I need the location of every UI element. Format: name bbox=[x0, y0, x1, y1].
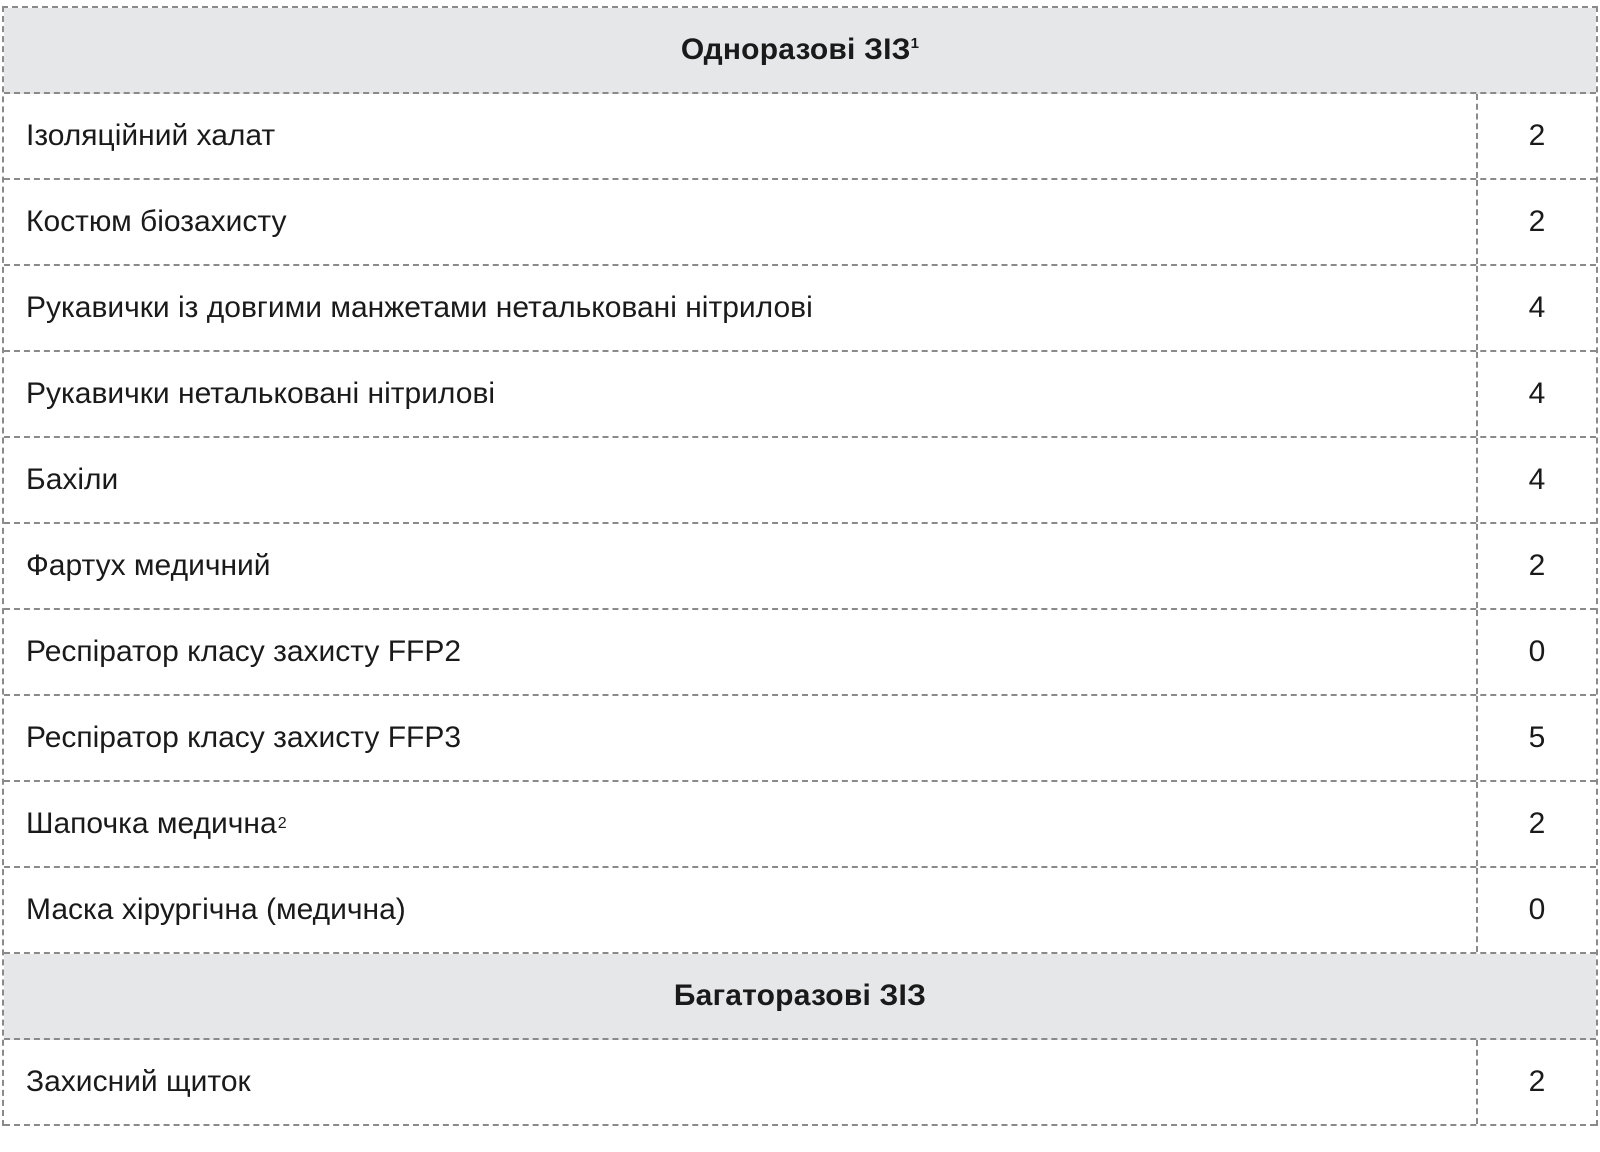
section-header-disposable: Одноразові ЗІЗ1 bbox=[4, 8, 1596, 94]
item-label: Костюм біозахисту bbox=[4, 180, 1478, 264]
item-quantity: 2 bbox=[1528, 1065, 1546, 1098]
item-quantity: 2 bbox=[1528, 119, 1546, 152]
table-row: Бахіли 4 bbox=[4, 438, 1596, 524]
item-label: Захисний щиток bbox=[4, 1040, 1478, 1124]
item-quantity: 2 bbox=[1528, 807, 1546, 840]
item-quantity: 2 bbox=[1528, 549, 1546, 582]
item-label: Фартух медичний bbox=[4, 524, 1478, 608]
table-row: Респіратор класу захисту FFP2 0 bbox=[4, 610, 1596, 696]
table-row: Рукавички нетальковані нітрилові 4 bbox=[4, 352, 1596, 438]
table-row: Респіратор класу захисту FFP3 5 bbox=[4, 696, 1596, 782]
item-label: Рукавички нетальковані нітрилові bbox=[4, 352, 1478, 436]
item-label: Шапочка медична 2 bbox=[4, 782, 1478, 866]
table-row: Ізоляційний халат 2 bbox=[4, 94, 1596, 180]
footnote-marker: 1 bbox=[910, 35, 920, 52]
ppe-table: Одноразові ЗІЗ1 Ізоляційний халат 2 Кост… bbox=[2, 6, 1598, 1126]
table-row: Фартух медичний 2 bbox=[4, 524, 1596, 610]
item-label: Респіратор класу захисту FFP3 bbox=[4, 696, 1478, 780]
table-row: Шапочка медична 2 2 bbox=[4, 782, 1596, 868]
table-row: Костюм біозахисту 2 bbox=[4, 180, 1596, 266]
table-row: Рукавички із довгими манжетами нетальков… bbox=[4, 266, 1596, 352]
section-header-reusable: Багаторазові ЗІЗ bbox=[4, 954, 1596, 1040]
table-row: Маска хірургічна (медична) 0 bbox=[4, 868, 1596, 954]
item-quantity: 4 bbox=[1528, 463, 1546, 496]
item-label: Маска хірургічна (медична) bbox=[4, 868, 1478, 952]
item-quantity: 4 bbox=[1528, 291, 1546, 324]
item-label: Респіратор класу захисту FFP2 bbox=[4, 610, 1478, 694]
item-quantity: 2 bbox=[1528, 205, 1546, 238]
item-label: Ізоляційний халат bbox=[4, 94, 1478, 178]
item-quantity: 0 bbox=[1528, 893, 1546, 926]
item-quantity: 0 bbox=[1528, 635, 1546, 668]
item-quantity: 5 bbox=[1528, 721, 1546, 754]
item-label: Рукавички із довгими манжетами нетальков… bbox=[4, 266, 1478, 350]
section-title: Багаторазові ЗІЗ bbox=[673, 979, 927, 1012]
item-label: Бахіли bbox=[4, 438, 1478, 522]
table-row: Захисний щиток 2 bbox=[4, 1040, 1596, 1126]
section-title: Одноразові ЗІЗ1 bbox=[680, 33, 920, 66]
item-quantity: 4 bbox=[1528, 377, 1546, 410]
